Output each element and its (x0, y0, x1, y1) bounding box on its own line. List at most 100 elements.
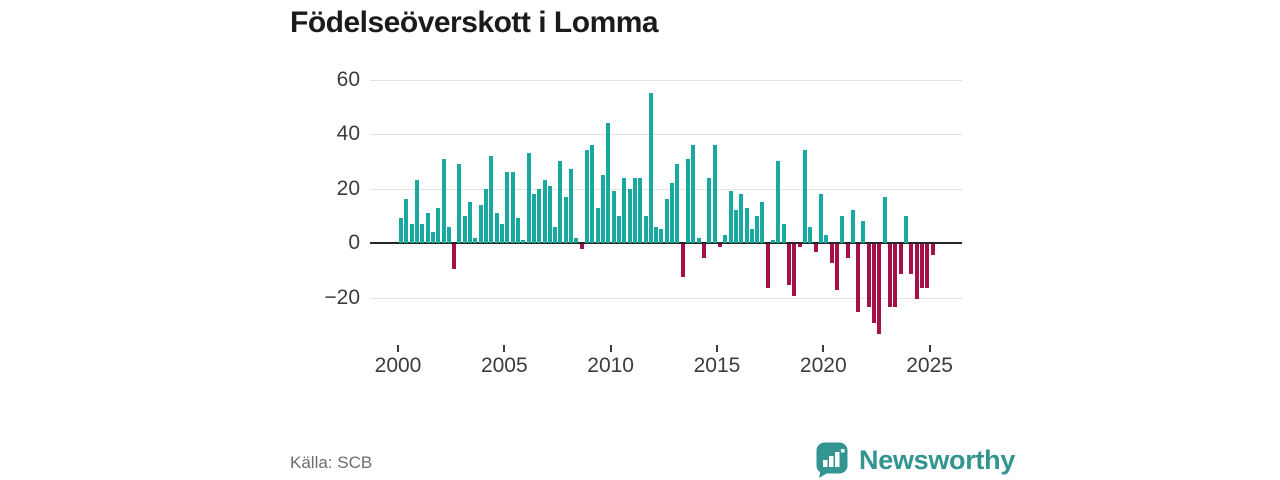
x-axis-label: 2005 (480, 354, 528, 377)
bar (872, 244, 877, 324)
bar (611, 191, 616, 243)
bar (850, 210, 855, 243)
gridline (370, 188, 962, 190)
bar (414, 180, 419, 243)
bar (723, 234, 728, 243)
bar (579, 244, 584, 250)
bar (606, 123, 611, 243)
bar (691, 144, 696, 243)
newsworthy-logo[interactable]: Newsworthy (815, 441, 1015, 479)
bar (866, 244, 871, 307)
bar (515, 218, 520, 243)
gridline (370, 134, 962, 135)
bar (728, 191, 733, 243)
bar (473, 237, 478, 243)
y-axis-label: 40 (336, 122, 360, 145)
bar (829, 244, 834, 264)
bar (733, 210, 738, 243)
bar (824, 234, 829, 243)
bar (494, 213, 499, 243)
gridline (370, 297, 962, 299)
bar (638, 177, 643, 243)
y-axis-label: 20 (336, 176, 360, 200)
x-axis-tick (928, 345, 931, 352)
bar (765, 244, 770, 288)
bar (452, 244, 457, 269)
bar (569, 169, 574, 243)
x-axis-tick (503, 345, 506, 352)
y-axis-label: 0 (348, 231, 360, 254)
bar (792, 244, 797, 296)
bar (574, 237, 579, 243)
bar (904, 215, 909, 243)
bar (919, 244, 924, 288)
bar (813, 244, 818, 253)
bar (627, 188, 632, 243)
bar (478, 204, 483, 243)
x-axis-label: 2010 (587, 354, 634, 377)
bar (893, 244, 898, 307)
bar (702, 244, 706, 258)
bar (420, 223, 425, 243)
bar (797, 244, 802, 247)
bar (856, 244, 861, 313)
x-axis-tick (715, 345, 718, 352)
bar (489, 155, 494, 243)
bar (531, 193, 536, 243)
chart-title: Födelseöverskott i Lomma (290, 6, 659, 39)
bar (787, 244, 792, 285)
bar (808, 226, 813, 243)
newsworthy-logo-text: Newsworthy (859, 444, 1016, 475)
bar (457, 163, 462, 243)
bar (526, 153, 531, 243)
x-axis-label: 2020 (799, 354, 847, 377)
bar (601, 174, 605, 243)
bar (776, 161, 781, 243)
bar (898, 244, 903, 274)
x-axis-label: 2015 (693, 354, 741, 377)
bar (590, 144, 595, 243)
bar (643, 215, 648, 243)
y-axis-label: 60 (336, 67, 360, 91)
bar (409, 223, 414, 243)
bar (675, 163, 680, 243)
y-axis-label: −20 (324, 285, 360, 309)
bar (749, 229, 754, 243)
bar (845, 244, 850, 258)
bar (909, 244, 914, 274)
bar (670, 183, 675, 243)
chart-plot-area: 60 40 20 0 −20 (324, 68, 962, 340)
bar (803, 150, 808, 243)
bar (446, 226, 451, 243)
bar (882, 196, 887, 243)
bar (686, 158, 691, 243)
bar (861, 221, 866, 243)
bar (484, 188, 489, 243)
bar (500, 223, 504, 243)
bar (712, 144, 717, 243)
bar (696, 237, 701, 243)
bar (888, 244, 893, 307)
x-axis-label: 2025 (906, 354, 953, 377)
zero-axis-line (370, 242, 962, 244)
bar (436, 207, 441, 243)
x-axis-label: 2000 (374, 354, 422, 377)
bar (547, 185, 552, 243)
bar (595, 207, 600, 243)
bar (648, 93, 653, 243)
bar (632, 177, 637, 243)
bar (717, 244, 722, 247)
bar (739, 193, 744, 243)
bar (622, 177, 627, 243)
bar (877, 244, 882, 334)
bar (616, 215, 621, 243)
bar (781, 223, 786, 243)
bar (585, 150, 590, 243)
bar (441, 158, 446, 243)
bar (659, 229, 664, 243)
bar (430, 232, 435, 243)
bar (755, 215, 760, 243)
bar (834, 244, 839, 291)
bar (930, 244, 935, 255)
